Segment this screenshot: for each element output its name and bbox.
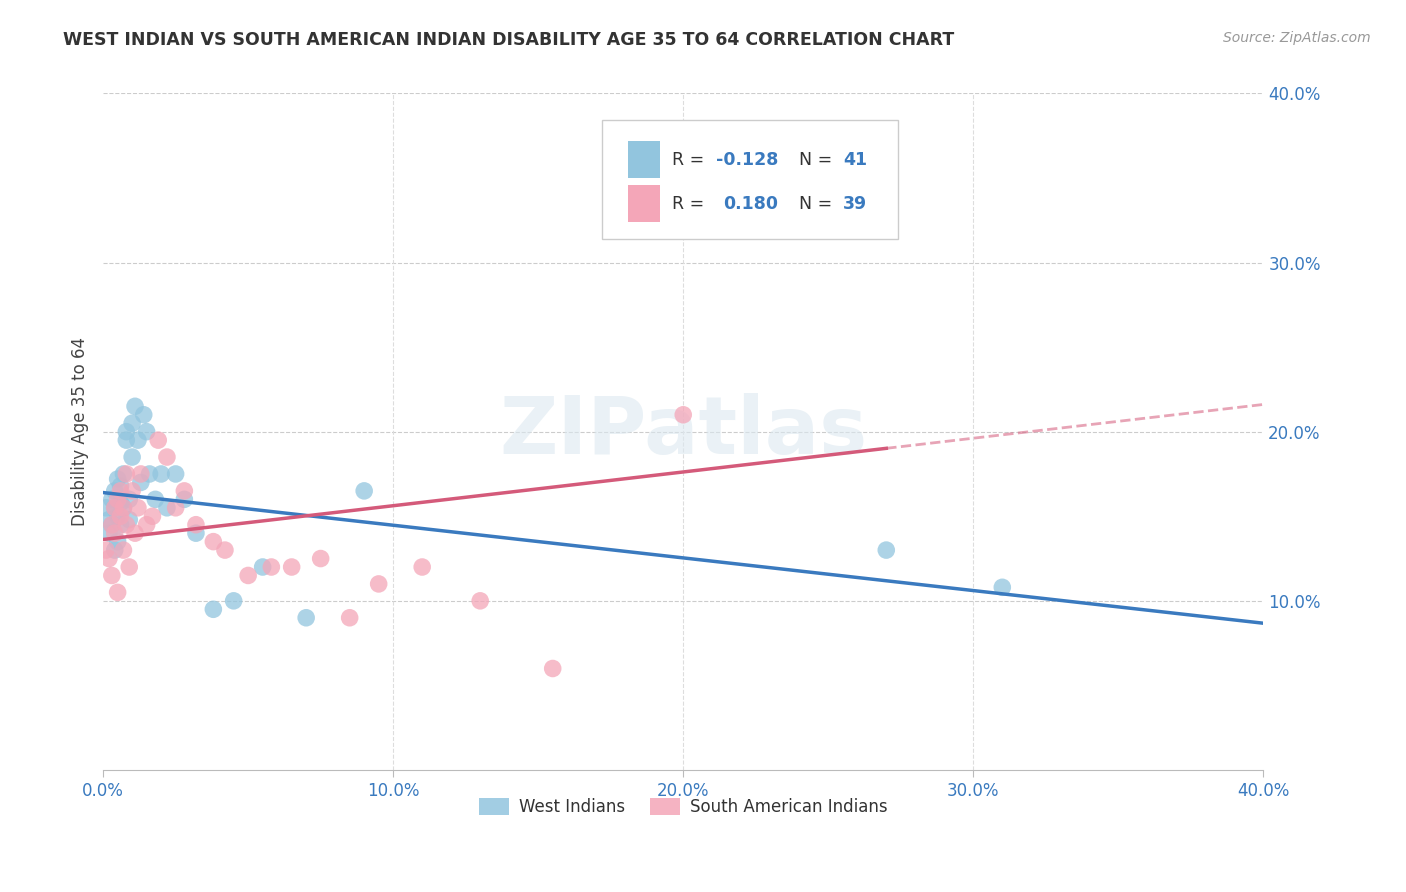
Point xyxy=(104,483,127,498)
Text: ZIPatlas: ZIPatlas xyxy=(499,392,868,471)
Text: R =: R = xyxy=(672,151,710,169)
Point xyxy=(173,483,195,498)
Point xyxy=(97,526,120,541)
Point xyxy=(875,543,897,558)
Point xyxy=(101,492,124,507)
Point xyxy=(295,611,318,625)
Y-axis label: Disability Age 35 to 64: Disability Age 35 to 64 xyxy=(72,337,89,526)
Point xyxy=(129,475,152,490)
Point xyxy=(367,577,389,591)
Point xyxy=(115,467,138,481)
Point xyxy=(110,483,132,498)
Point xyxy=(672,408,695,422)
Point xyxy=(150,467,173,481)
Point xyxy=(541,661,564,675)
Text: Source: ZipAtlas.com: Source: ZipAtlas.com xyxy=(1223,31,1371,45)
Point xyxy=(309,551,332,566)
Point xyxy=(124,399,146,413)
Point xyxy=(127,433,149,447)
Point xyxy=(222,594,245,608)
Point xyxy=(118,492,141,507)
Point xyxy=(470,594,492,608)
Point xyxy=(104,500,127,515)
Bar xyxy=(627,185,659,222)
Point xyxy=(411,560,433,574)
Text: WEST INDIAN VS SOUTH AMERICAN INDIAN DISABILITY AGE 35 TO 64 CORRELATION CHART: WEST INDIAN VS SOUTH AMERICAN INDIAN DIS… xyxy=(63,31,955,49)
Point xyxy=(104,526,127,541)
Point xyxy=(112,500,135,515)
Point xyxy=(104,500,127,515)
Bar xyxy=(627,141,659,178)
Text: N =: N = xyxy=(799,151,838,169)
Point xyxy=(339,611,361,625)
Point xyxy=(121,416,143,430)
Point xyxy=(107,509,129,524)
Point xyxy=(118,513,141,527)
Point xyxy=(107,534,129,549)
Point xyxy=(132,408,155,422)
Text: 0.180: 0.180 xyxy=(723,194,778,212)
Point xyxy=(138,467,160,481)
Point xyxy=(94,500,117,515)
Point xyxy=(214,543,236,558)
Point xyxy=(202,602,225,616)
Point xyxy=(148,433,170,447)
Point xyxy=(107,472,129,486)
Point xyxy=(353,483,375,498)
Point xyxy=(115,433,138,447)
Point xyxy=(110,496,132,510)
Point xyxy=(112,543,135,558)
Point xyxy=(252,560,274,574)
Point xyxy=(112,500,135,515)
FancyBboxPatch shape xyxy=(602,120,898,239)
Point xyxy=(143,492,166,507)
Point xyxy=(156,500,179,515)
Text: R =: R = xyxy=(672,194,714,212)
Point xyxy=(107,492,129,507)
Point xyxy=(118,560,141,574)
Point xyxy=(127,500,149,515)
Text: 41: 41 xyxy=(844,151,868,169)
Point xyxy=(97,551,120,566)
Point xyxy=(991,580,1014,594)
Point xyxy=(129,467,152,481)
Point xyxy=(280,560,302,574)
Point xyxy=(121,483,143,498)
Point xyxy=(165,500,187,515)
Point xyxy=(104,543,127,558)
Point xyxy=(94,543,117,558)
Point xyxy=(115,517,138,532)
Point xyxy=(110,509,132,524)
Point xyxy=(875,221,897,235)
Point xyxy=(141,509,163,524)
Point xyxy=(110,479,132,493)
Text: 39: 39 xyxy=(844,194,868,212)
Legend: West Indians, South American Indians: West Indians, South American Indians xyxy=(472,791,894,822)
Point xyxy=(112,467,135,481)
Point xyxy=(202,534,225,549)
Point xyxy=(236,568,259,582)
Point xyxy=(101,517,124,532)
Point xyxy=(135,517,157,532)
Point xyxy=(124,526,146,541)
Point xyxy=(184,517,207,532)
Point xyxy=(115,425,138,439)
Point xyxy=(173,492,195,507)
Point xyxy=(107,585,129,599)
Point xyxy=(135,425,157,439)
Point xyxy=(101,517,124,532)
Point xyxy=(110,517,132,532)
Text: N =: N = xyxy=(799,194,838,212)
Point xyxy=(260,560,283,574)
Point xyxy=(97,513,120,527)
Point xyxy=(156,450,179,464)
Text: -0.128: -0.128 xyxy=(716,151,778,169)
Point xyxy=(101,568,124,582)
Point xyxy=(121,450,143,464)
Point xyxy=(165,467,187,481)
Point xyxy=(184,526,207,541)
